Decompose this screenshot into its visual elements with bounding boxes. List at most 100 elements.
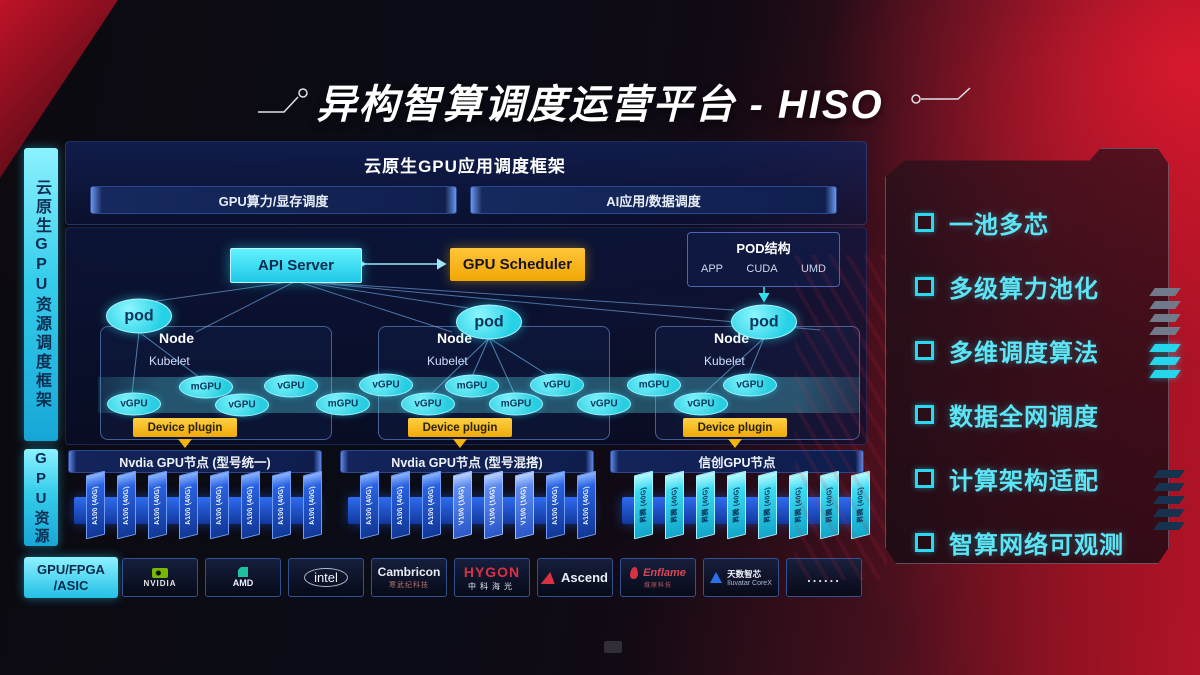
hatch-decoration (1149, 370, 1181, 378)
gpu-card: A100 (40G) (422, 470, 441, 540)
enflame-logo-icon (630, 566, 639, 579)
hardware-category-tile: GPU/FPGA /ASIC (24, 557, 118, 598)
gpu-card: A100 (40G) (303, 470, 322, 540)
gpu-card: 昇腾 (40G) (696, 470, 715, 540)
sidebar-gpu-resource-label: GPU资源 (24, 449, 58, 546)
square-bullet-icon (915, 212, 934, 232)
gpu-card: A100 (40G) (391, 470, 410, 540)
pod-ellipse: pod (731, 304, 797, 340)
footer-mark (604, 641, 622, 653)
vendor-iluvatar: 天数智芯 Iluvatar CoreX (703, 558, 779, 597)
pod-ellipse: pod (106, 298, 172, 334)
feature-item: 计算架构适配 (915, 446, 1124, 510)
gpu-card: A100 (40G) (86, 470, 105, 540)
gpu-card: A100 (40G) (546, 470, 565, 540)
kubelet-label: Kubelet (149, 354, 190, 368)
gpu-ellipse: mGPU (489, 392, 543, 416)
vendor-enflame: Enflame 燧原科技 (620, 558, 696, 597)
gpu-ellipse: vGPU (359, 373, 413, 397)
square-bullet-icon (915, 468, 934, 488)
gpu-card: A100 (40G) (117, 470, 136, 540)
gpu-card: 昇腾 (40G) (851, 470, 870, 540)
lane-gpu-compute-scheduling: GPU算力/显存调度 (90, 186, 457, 214)
gpu-card: A100 (40G) (272, 470, 291, 540)
feature-item: 一池多芯 (915, 190, 1124, 254)
gpu-ellipse: vGPU (215, 393, 269, 417)
kubelet-label: Kubelet (704, 354, 745, 368)
gpu-card: 昇腾 (40G) (789, 470, 808, 540)
gpu-ellipse: vGPU (674, 392, 728, 416)
square-bullet-icon (915, 340, 934, 360)
gpu-card: V100 (16G) (484, 470, 503, 540)
vendor-logo-row: NVIDIA AMD intel Cambricon 寒武纪科技 HYGON 中… (122, 558, 862, 597)
gpu-ellipse: vGPU (723, 373, 777, 397)
gpu-card-group-3: 昇腾 (40G) 昇腾 (40G) 昇腾 (40G) 昇腾 (40G) 昇腾 (40G)… (634, 470, 870, 540)
vendor-more: ...... (786, 558, 862, 597)
down-arrow-icon (453, 439, 467, 448)
pod-structure-title: POD结构 (736, 241, 791, 256)
feature-item: 智算网络可观测 (915, 510, 1124, 574)
gpu-ellipse: vGPU (401, 392, 455, 416)
amd-logo-icon (238, 567, 248, 577)
feature-item: 多维调度算法 (915, 318, 1124, 382)
hatch-decoration (1153, 470, 1185, 478)
hatch-decoration (1149, 288, 1181, 296)
lane-ai-data-scheduling: AI应用/数据调度 (470, 186, 837, 214)
vendor-intel: intel (288, 558, 364, 597)
hatch-decoration (1149, 357, 1181, 365)
down-arrow-icon (178, 439, 192, 448)
gpu-ellipse: mGPU (445, 374, 499, 398)
gpu-card: V100 (16G) (453, 470, 472, 540)
hatch-decoration (1153, 483, 1185, 491)
gpu-card: A100 (40G) (210, 470, 229, 540)
pod-item-cuda: CUDA (746, 263, 778, 275)
node-title: Node (159, 330, 194, 346)
gpu-card-group-1: A100 (40G) A100 (40G) A100 (40G) A100 (40G)… (86, 470, 322, 540)
gpu-card: 昇腾 (40G) (634, 470, 653, 540)
gpu-ellipse: vGPU (107, 392, 161, 416)
gpu-ellipse: vGPU (264, 374, 318, 398)
gpu-card: 昇腾 (40G) (820, 470, 839, 540)
hatch-decoration (1149, 301, 1181, 309)
device-plugin-box: Device plugin (683, 418, 787, 437)
vendor-amd: AMD (205, 558, 281, 597)
hatch-decoration (1153, 496, 1185, 504)
pod-item-umd: UMD (800, 263, 826, 275)
gpu-card: 昇腾 (40G) (665, 470, 684, 540)
pod-item-app: APP (701, 263, 724, 275)
gpu-node-bar-mixed: Nvdia GPU节点 (型号混搭) (340, 450, 594, 473)
sidebar-framework-label: 云原生GPU资源调度框架 (24, 148, 58, 441)
vendor-ascend: Ascend (537, 558, 613, 597)
square-bullet-icon (915, 532, 934, 552)
vendor-cambricon: Cambricon 寒武纪科技 (371, 558, 447, 597)
hatch-decoration (1153, 522, 1185, 530)
intel-logo: intel (304, 568, 348, 587)
pod-structure-box: POD结构 APP CUDA UMD (687, 232, 840, 287)
device-plugin-box: Device plugin (133, 418, 237, 437)
page-title: 异构智算调度运营平台 - HISO (316, 83, 884, 127)
iluvatar-logo-icon (710, 572, 723, 583)
ascend-logo-icon (540, 571, 558, 584)
kubelet-label: Kubelet (427, 354, 468, 368)
gpu-node-bar-xinchuang: 信创GPU节点 (610, 450, 864, 473)
feature-list: 一池多芯 多级算力池化 多维调度算法 数据全网调度 计算架构适配 智算网络可观测 (915, 190, 1124, 574)
gpu-ellipse: mGPU (179, 375, 233, 399)
hatch-decoration (1149, 344, 1181, 352)
device-plugin-box: Device plugin (408, 418, 512, 437)
gpu-card: A100 (40G) (241, 470, 260, 540)
vendor-hygon: HYGON 中科海光 (454, 558, 530, 597)
down-arrow-icon (728, 439, 742, 448)
square-bullet-icon (915, 276, 934, 296)
api-server-box: API Server (230, 248, 362, 283)
gpu-card: 昇腾 (40G) (727, 470, 746, 540)
feature-item: 多级算力池化 (915, 254, 1124, 318)
gpu-card: V100 (16G) (515, 470, 534, 540)
gpu-card: A100 (40G) (577, 470, 596, 540)
gpu-ellipse: vGPU (577, 392, 631, 416)
gpu-card: 昇腾 (40G) (758, 470, 777, 540)
gpu-card: A100 (40G) (360, 470, 379, 540)
hatch-decoration (1153, 509, 1185, 517)
square-bullet-icon (915, 404, 934, 424)
pod-ellipse: pod (456, 304, 522, 340)
